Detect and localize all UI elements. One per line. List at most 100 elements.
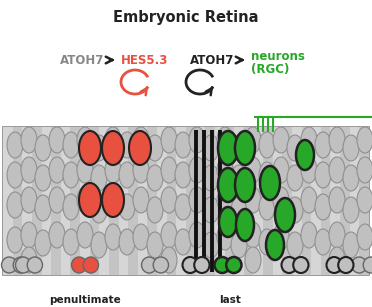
Ellipse shape bbox=[7, 192, 23, 218]
Ellipse shape bbox=[231, 197, 247, 223]
Text: last
mitosis: last mitosis bbox=[209, 295, 251, 307]
Ellipse shape bbox=[79, 131, 101, 165]
Ellipse shape bbox=[21, 127, 37, 153]
Bar bbox=[330, 127, 340, 275]
Ellipse shape bbox=[343, 135, 359, 161]
Ellipse shape bbox=[260, 166, 280, 200]
Ellipse shape bbox=[161, 187, 177, 213]
Ellipse shape bbox=[189, 127, 205, 153]
Ellipse shape bbox=[105, 127, 121, 153]
Ellipse shape bbox=[266, 230, 284, 260]
Ellipse shape bbox=[282, 257, 297, 273]
Ellipse shape bbox=[329, 157, 345, 183]
Ellipse shape bbox=[218, 168, 238, 202]
Ellipse shape bbox=[203, 135, 219, 161]
Ellipse shape bbox=[217, 127, 233, 153]
Text: penultimate
mitosis: penultimate mitosis bbox=[49, 295, 121, 307]
Bar bbox=[119, 127, 128, 275]
Ellipse shape bbox=[21, 222, 37, 248]
Ellipse shape bbox=[7, 227, 23, 253]
Ellipse shape bbox=[218, 131, 238, 165]
Ellipse shape bbox=[327, 257, 342, 273]
Bar bbox=[147, 127, 157, 275]
Ellipse shape bbox=[219, 207, 237, 237]
Ellipse shape bbox=[49, 157, 65, 183]
Ellipse shape bbox=[27, 257, 42, 273]
Ellipse shape bbox=[35, 195, 51, 221]
Bar bbox=[350, 127, 359, 275]
Ellipse shape bbox=[77, 187, 93, 213]
Bar bbox=[282, 127, 292, 275]
Ellipse shape bbox=[226, 257, 241, 273]
Ellipse shape bbox=[105, 189, 121, 215]
Text: ATOH7: ATOH7 bbox=[60, 53, 105, 67]
Ellipse shape bbox=[203, 165, 219, 191]
Ellipse shape bbox=[259, 194, 275, 220]
Bar bbox=[263, 127, 273, 275]
Ellipse shape bbox=[21, 247, 37, 273]
Ellipse shape bbox=[315, 194, 331, 220]
Ellipse shape bbox=[147, 165, 163, 191]
Ellipse shape bbox=[245, 127, 261, 153]
Ellipse shape bbox=[301, 187, 317, 213]
Ellipse shape bbox=[63, 194, 79, 220]
Bar bbox=[196, 127, 205, 275]
Ellipse shape bbox=[105, 224, 121, 250]
Bar bbox=[302, 127, 311, 275]
Ellipse shape bbox=[363, 257, 372, 273]
Ellipse shape bbox=[231, 232, 247, 258]
Ellipse shape bbox=[189, 222, 205, 248]
Ellipse shape bbox=[7, 162, 23, 188]
Ellipse shape bbox=[189, 157, 205, 183]
Ellipse shape bbox=[235, 131, 255, 165]
Bar bbox=[215, 127, 225, 275]
Ellipse shape bbox=[329, 187, 345, 213]
Bar bbox=[70, 127, 80, 275]
Ellipse shape bbox=[35, 135, 51, 161]
Bar bbox=[253, 127, 263, 275]
Ellipse shape bbox=[161, 222, 177, 248]
Ellipse shape bbox=[83, 257, 99, 273]
Ellipse shape bbox=[329, 127, 345, 153]
Bar bbox=[51, 127, 61, 275]
Ellipse shape bbox=[119, 132, 135, 158]
Ellipse shape bbox=[147, 135, 163, 161]
Ellipse shape bbox=[315, 229, 331, 255]
Ellipse shape bbox=[119, 229, 135, 255]
Ellipse shape bbox=[275, 198, 295, 232]
Bar bbox=[90, 127, 99, 275]
Ellipse shape bbox=[287, 232, 303, 258]
Bar bbox=[340, 127, 350, 275]
Ellipse shape bbox=[231, 165, 247, 191]
Bar bbox=[109, 127, 119, 275]
Ellipse shape bbox=[63, 162, 79, 188]
Ellipse shape bbox=[133, 127, 149, 153]
Ellipse shape bbox=[203, 232, 219, 258]
Ellipse shape bbox=[91, 135, 107, 161]
Ellipse shape bbox=[357, 224, 372, 250]
Ellipse shape bbox=[147, 197, 163, 223]
Ellipse shape bbox=[245, 157, 261, 183]
Text: Embryonic Retina: Embryonic Retina bbox=[113, 10, 259, 25]
Ellipse shape bbox=[315, 162, 331, 188]
Bar bbox=[273, 127, 282, 275]
Ellipse shape bbox=[287, 197, 303, 223]
Ellipse shape bbox=[235, 168, 255, 202]
Bar bbox=[42, 127, 51, 275]
Ellipse shape bbox=[133, 224, 149, 250]
Ellipse shape bbox=[259, 132, 275, 158]
Ellipse shape bbox=[273, 224, 289, 250]
Bar bbox=[244, 127, 253, 275]
Ellipse shape bbox=[77, 127, 93, 153]
Ellipse shape bbox=[231, 135, 247, 161]
Bar bbox=[157, 127, 167, 275]
Bar bbox=[359, 127, 369, 275]
Bar bbox=[176, 127, 186, 275]
Ellipse shape bbox=[343, 165, 359, 191]
Ellipse shape bbox=[13, 257, 29, 273]
Ellipse shape bbox=[105, 157, 121, 183]
Bar bbox=[32, 127, 42, 275]
Bar bbox=[311, 127, 321, 275]
Ellipse shape bbox=[63, 229, 79, 255]
Ellipse shape bbox=[102, 131, 124, 165]
